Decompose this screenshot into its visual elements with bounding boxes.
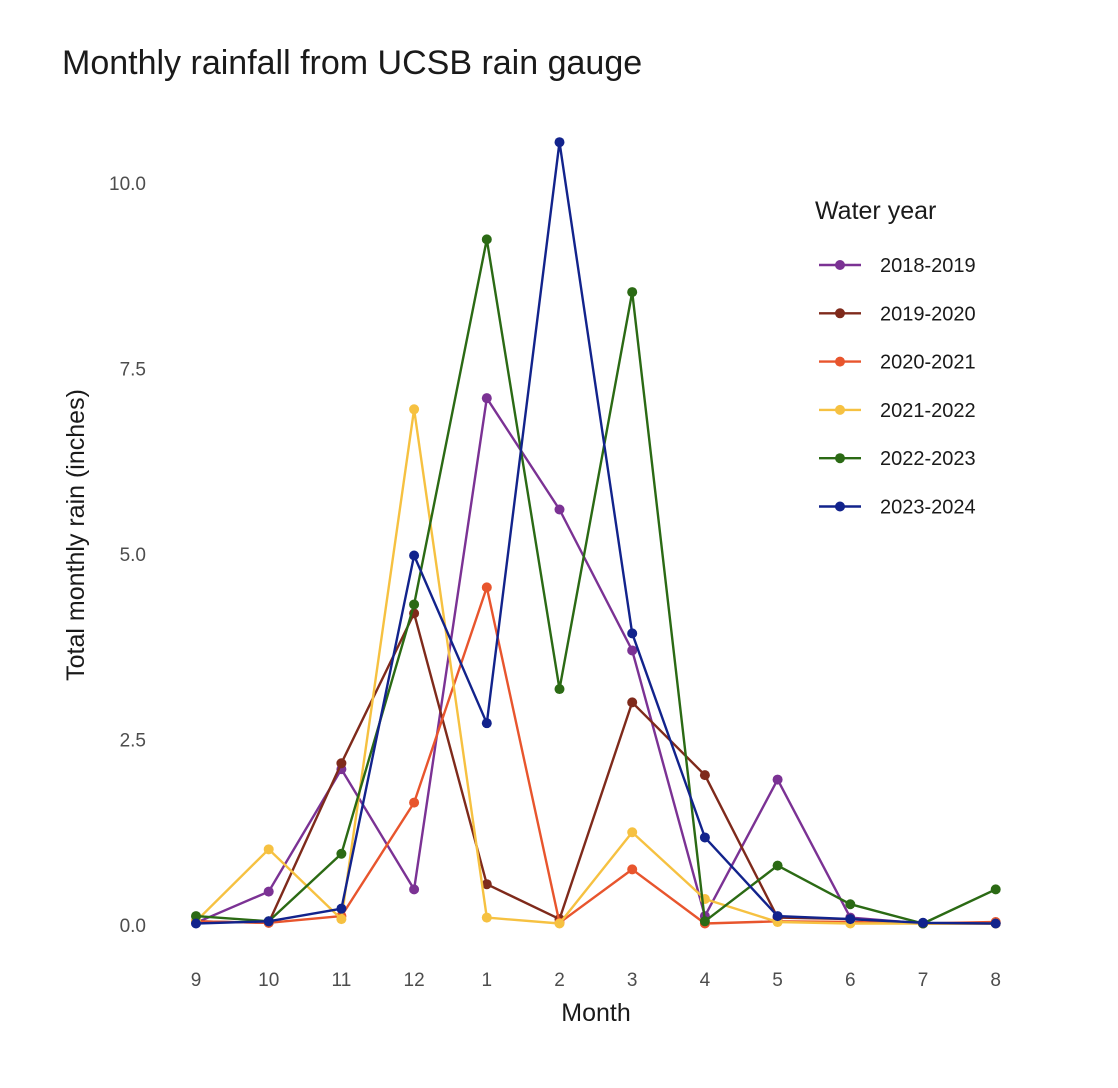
data-point [481, 393, 492, 404]
legend-label: 2022-2023 [880, 448, 976, 470]
data-point [627, 287, 638, 298]
data-point [554, 504, 565, 515]
data-point [481, 718, 492, 729]
legend: Water year 2018-20192019-20202020-202120… [815, 197, 976, 519]
data-point [627, 628, 638, 639]
x-tick-label: 8 [990, 970, 1001, 991]
y-axis-ticks: 0.0 2.5 5.0 7.5 10.0 [109, 174, 146, 937]
data-point [772, 860, 783, 871]
x-tick-label: 11 [332, 970, 352, 991]
y-tick-label: 2.5 [120, 731, 146, 752]
data-point [191, 911, 201, 922]
legend-item: 2023-2024 [819, 497, 976, 519]
y-tick-label: 10.0 [109, 174, 146, 195]
legend-swatch-point [835, 404, 845, 415]
data-point [845, 914, 856, 925]
legend-swatch-point [835, 356, 845, 367]
y-tick-label: 7.5 [120, 360, 146, 381]
legend-item: 2020-2021 [819, 352, 976, 374]
y-tick-label: 0.0 [120, 916, 146, 937]
legend-swatch-point [835, 453, 845, 464]
x-tick-label: 2 [554, 970, 565, 991]
data-point [627, 864, 638, 875]
data-point [409, 884, 420, 895]
data-point [336, 903, 347, 914]
series-2018-2019 [191, 393, 1001, 929]
legend-label: 2021-2022 [880, 400, 976, 422]
data-point [409, 404, 420, 415]
data-point [990, 918, 1001, 929]
data-point [481, 582, 492, 593]
series-2021-2022 [191, 404, 1001, 929]
x-tick-label: 12 [404, 970, 425, 991]
data-point [772, 774, 783, 785]
data-point [336, 848, 347, 859]
series-line [195, 397, 996, 925]
data-point [627, 697, 638, 708]
data-point [554, 918, 565, 929]
data-point [554, 684, 565, 695]
x-tick-label: 9 [191, 970, 202, 991]
data-point [699, 832, 710, 843]
x-tick-label: 1 [482, 970, 493, 991]
data-point [481, 234, 492, 245]
data-point [554, 137, 565, 148]
series-2022-2023 [191, 234, 1001, 929]
data-point [699, 916, 710, 927]
legend-item: 2022-2023 [819, 448, 976, 470]
x-tick-label: 3 [627, 970, 638, 991]
x-tick-label: 7 [918, 970, 929, 991]
x-tick-label: 10 [258, 970, 279, 991]
data-point [409, 599, 420, 610]
x-tick-label: 4 [700, 970, 711, 991]
legend-item: 2019-2020 [819, 303, 976, 325]
x-tick-label: 5 [772, 970, 783, 991]
data-point [263, 844, 274, 855]
series-line [195, 586, 996, 925]
data-point [409, 797, 420, 808]
data-point [336, 758, 347, 769]
data-point [191, 918, 201, 929]
legend-label: 2023-2024 [880, 497, 976, 519]
y-tick-label: 5.0 [120, 545, 146, 566]
legend-swatch-point [835, 308, 845, 319]
data-point [263, 886, 274, 897]
legend-label: 2020-2021 [880, 352, 976, 374]
x-tick-label: 6 [845, 970, 856, 991]
series-line [195, 238, 997, 925]
data-point [918, 917, 928, 928]
legend-label: 2018-2019 [880, 255, 976, 277]
data-point [336, 914, 347, 925]
x-axis-ticks: 9 10 11 12 1 2 3 4 5 6 7 8 [191, 970, 1001, 991]
data-point [627, 645, 638, 656]
x-axis-title: Month [561, 999, 630, 1027]
data-point [481, 912, 492, 923]
data-point [772, 911, 783, 922]
data-point [845, 899, 856, 910]
data-point [263, 916, 274, 927]
data-point [627, 827, 638, 838]
data-point [481, 879, 492, 890]
series-layer [191, 137, 1001, 929]
series-line [195, 140, 996, 925]
data-point [409, 550, 420, 561]
legend-swatch-point [835, 260, 845, 270]
series-line [195, 408, 996, 925]
legend-items: 2018-2019 2019-2020 2020-2021 2021-2022 2022… [819, 255, 976, 519]
series-2023-2024 [191, 137, 1001, 929]
data-point [699, 770, 710, 781]
chart-title: Monthly rainfall from UCSB rain gauge [62, 44, 643, 82]
legend-title: Water year [815, 197, 936, 225]
legend-item: 2018-2019 [819, 255, 976, 277]
y-axis-title: Total monthly rain (inches) [62, 389, 90, 681]
data-point [990, 884, 1001, 895]
legend-item: 2021-2022 [819, 400, 976, 422]
legend-label: 2019-2020 [880, 303, 976, 325]
legend-swatch-point [835, 501, 845, 512]
